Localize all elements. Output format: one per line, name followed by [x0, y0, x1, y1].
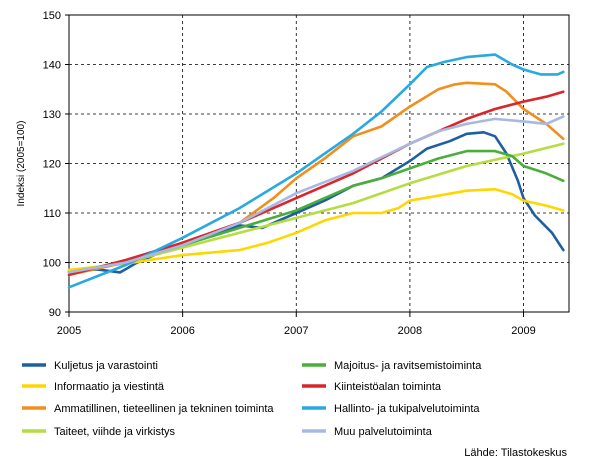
series-line: [67, 149, 565, 274]
x-tick-label: 2007: [284, 325, 308, 337]
series-line: [67, 53, 565, 289]
x-tick-label: 2005: [57, 325, 81, 337]
y-tick-label: 120: [43, 159, 61, 171]
legend: Kuljetus ja varastointi Majoitus- ja ravi…: [22, 360, 482, 438]
grid-layer: [69, 15, 569, 312]
y-tick-label: 130: [43, 109, 61, 121]
y-tick-label: 150: [43, 10, 61, 22]
y-axis-ticks: 90 100 110 120 130 140 150: [43, 10, 69, 319]
legend-label: Hallinto- ja tukipalvelutoiminta: [334, 403, 480, 415]
series-line: [67, 115, 565, 274]
series-layer: [67, 53, 565, 289]
x-tick-label: 2006: [170, 325, 194, 337]
legend-label: Muu palvelutoiminta: [334, 426, 433, 438]
legend-label: Informaatio ja viestintä: [54, 381, 165, 393]
legend-label: Taiteet, viihde ja virkistys: [54, 426, 176, 438]
legend-label: Kiinteistöalan toiminta: [334, 381, 442, 393]
legend-label: Majoitus- ja ravitsemistoiminta: [334, 360, 482, 372]
series-line: [67, 187, 565, 272]
y-tick-label: 100: [43, 258, 61, 270]
y-tick-label: 140: [43, 60, 61, 72]
y-tick-label: 110: [43, 208, 61, 220]
y-axis-title: Indeksi (2005=100): [16, 121, 27, 207]
legend-label: Kuljetus ja varastointi: [54, 360, 158, 372]
legend-label: Ammatillinen, tieteellinen ja tekninen t…: [54, 403, 274, 415]
y-tick-label: 90: [49, 307, 61, 319]
x-axis-ticks: 2005 2006 2007 2008 2009: [57, 312, 536, 337]
x-tick-label: 2009: [511, 325, 535, 337]
x-tick-label: 2008: [398, 325, 422, 337]
source-label: Lähde: Tilastokeskus: [464, 447, 567, 459]
